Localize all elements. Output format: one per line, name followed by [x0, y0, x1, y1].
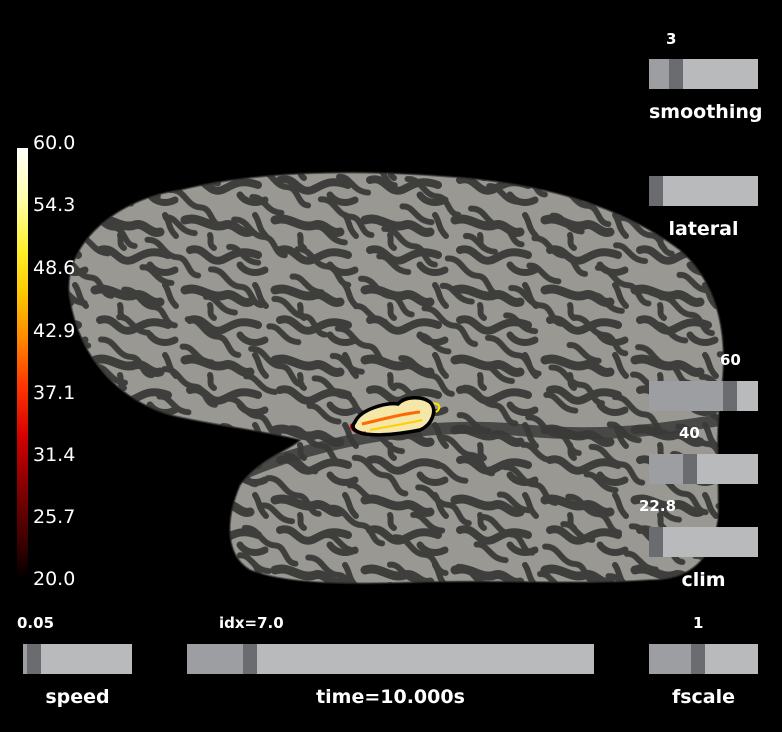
lateral-label: lateral: [668, 218, 739, 240]
colorbar-tick: 20.0: [33, 568, 76, 590]
clim-mid-slider-fill: [649, 454, 684, 484]
speed-value: 0.05: [17, 614, 55, 632]
clim-label: clim: [681, 569, 726, 591]
clim-high-slider-handle[interactable]: [723, 381, 737, 411]
time-label: time=10.000s: [316, 686, 465, 708]
colorbar-tick: 54.3: [33, 194, 76, 216]
time-index-value: idx=7.0: [219, 614, 284, 632]
smoothing-label: smoothing: [649, 101, 763, 123]
clim-high-value: 60: [720, 351, 741, 369]
colorbar-tick: 48.6: [33, 257, 76, 279]
lateral-slider-handle[interactable]: [649, 176, 663, 206]
clim-mid-value: 40: [679, 424, 700, 442]
smoothing-slider-handle[interactable]: [669, 59, 683, 89]
fscale-slider-handle[interactable]: [691, 644, 705, 674]
fscale-slider[interactable]: [649, 644, 758, 674]
time-slider-handle[interactable]: [243, 644, 257, 674]
colorbar-tick: 42.9: [33, 320, 76, 342]
speed-slider-fill: [23, 644, 29, 674]
colorbar-tick: 25.7: [33, 506, 76, 528]
smoothing-slider-fill: [649, 59, 671, 89]
colorbar-tick: 31.4: [33, 444, 76, 466]
clim-mid-slider[interactable]: [649, 454, 758, 484]
time-slider-fill: [187, 644, 245, 674]
activation-label-region: [350, 396, 441, 437]
speed-slider-handle[interactable]: [27, 644, 41, 674]
clim-high-slider-fill: [649, 381, 724, 411]
colorbar: [17, 148, 28, 578]
time-slider[interactable]: [187, 644, 594, 674]
clim-low-slider-handle[interactable]: [649, 527, 663, 557]
fscale-slider-fill: [649, 644, 692, 674]
clim-high-slider[interactable]: [649, 381, 758, 411]
fscale-label: fscale: [671, 686, 736, 708]
speed-slider[interactable]: [23, 644, 132, 674]
lateral-slider[interactable]: [649, 176, 758, 206]
smoothing-slider[interactable]: [649, 59, 758, 89]
clim-mid-slider-handle[interactable]: [683, 454, 697, 484]
colorbar-tick: 60.0: [33, 132, 76, 154]
clim-low-value: 22.8: [639, 497, 677, 515]
fscale-value: 1: [693, 614, 704, 632]
smoothing-value: 3: [666, 30, 677, 48]
speed-label: speed: [45, 686, 110, 708]
clim-low-slider[interactable]: [649, 527, 758, 557]
colorbar-tick: 37.1: [33, 382, 76, 404]
